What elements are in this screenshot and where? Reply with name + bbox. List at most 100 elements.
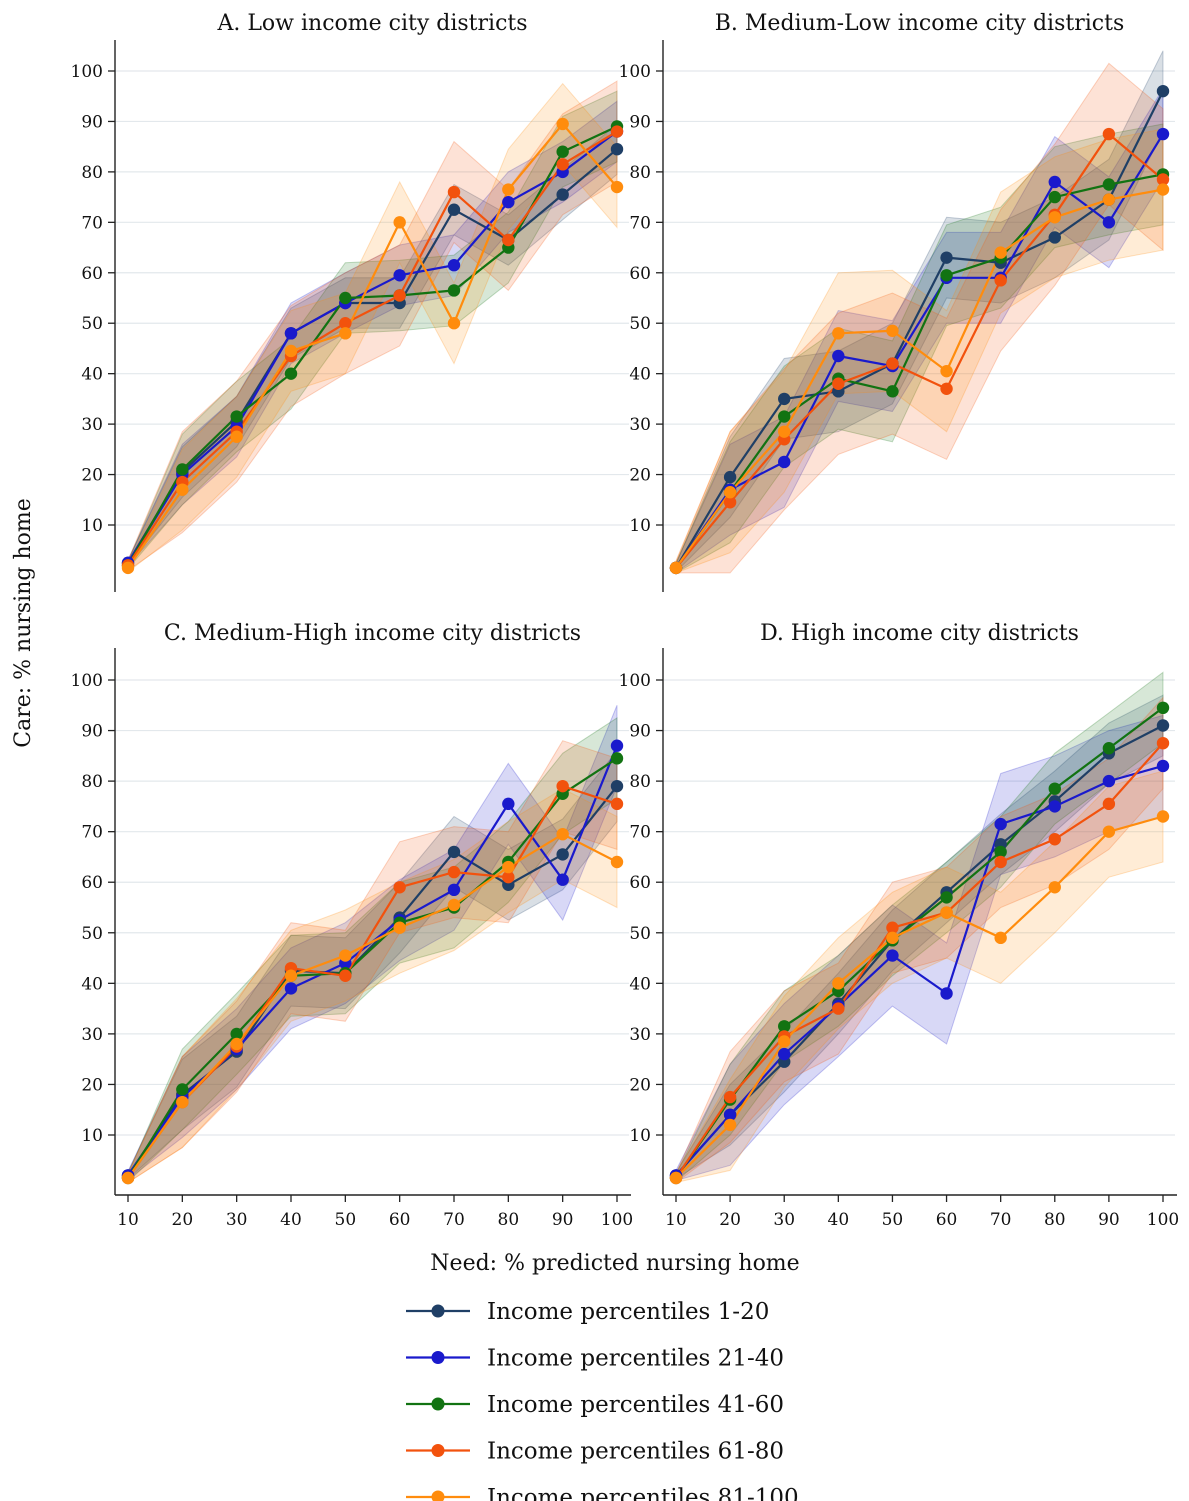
x-tick-label: 10 [665,1210,687,1230]
y-tick-label: 40 [629,974,651,994]
data-point [393,881,406,894]
y-tick-label: 70 [629,823,651,843]
ci-band [127,82,618,573]
series-line [127,130,618,567]
y-tick-label: 20 [81,466,103,486]
data-point [339,291,352,305]
legend: Income percentiles 1-20 Income percentile… [406,1299,799,1501]
data-point [610,125,624,138]
series-line [127,125,618,566]
y-tick-label: 40 [81,365,103,385]
x-tick-label: 40 [280,1210,302,1230]
series-line [675,815,1164,1179]
data-point [723,496,737,509]
x-tick-label: 60 [389,1210,411,1230]
data-point [339,969,352,982]
legend-marker [431,1304,445,1318]
data-point [778,1047,791,1061]
data-point [778,410,791,423]
data-point [778,425,791,438]
data-point [994,274,1007,287]
data-point [176,1083,189,1096]
y-tick-label: 100 [619,62,651,82]
data-point [778,1035,791,1048]
ci-band [127,788,618,1184]
ci-band [127,740,618,1184]
data-point [1156,127,1170,141]
series-line [675,133,1164,569]
panel-title: B. Medium-Low income city districts [715,11,1124,36]
data-point [1102,193,1116,206]
data-point [1156,183,1170,196]
data-point [1048,175,1061,189]
data-point [1102,797,1116,811]
y-tick-label: 70 [629,213,651,233]
data-point [778,455,791,469]
legend-item: Income percentiles 21-40 [406,1346,784,1372]
data-point [610,797,624,811]
y-tick-label: 100 [71,62,103,82]
series-line [675,188,1164,569]
data-point [940,251,953,264]
data-point [610,779,624,793]
data-point [556,873,569,886]
data-point [1048,782,1061,795]
y-tick-label: 80 [629,772,651,792]
y-tick-label: 10 [629,516,651,536]
data-point [556,848,569,861]
data-point [393,289,406,302]
series-line [675,173,1164,569]
y-tick-label: 40 [81,974,103,994]
data-point [1102,178,1116,191]
ci-band [127,122,618,567]
y-tick-label: 10 [81,516,103,536]
data-point [447,259,461,272]
data-point [1102,774,1116,788]
data-point [339,949,352,962]
data-point [1048,800,1061,813]
data-point [447,883,461,897]
y-tick-label: 30 [81,1025,103,1045]
legend-item: Income percentiles 81-100 [406,1485,799,1501]
legend-label: Income percentiles 1-20 [487,1299,769,1325]
y-tick-label: 90 [81,112,103,132]
y-tick-label: 90 [81,722,103,742]
data-point [121,561,135,575]
legend-marker [431,1397,445,1411]
data-point [284,982,298,995]
legend-item: Income percentiles 61-80 [406,1439,784,1465]
y-tick-label: 10 [81,1126,103,1146]
data-point [1156,719,1170,732]
panel-c: C. Medium-High income city districts 10 20… [71,621,634,1230]
y-tick-label: 80 [81,772,103,792]
ci-band [675,694,1164,1180]
ci-band [675,696,1164,1184]
data-point [284,344,298,358]
data-point [1102,825,1116,838]
y-tick-label: 20 [629,1075,651,1095]
series-line [675,724,1164,1177]
data-point [886,357,899,370]
x-tick-label: 50 [335,1210,357,1230]
data-point [669,561,683,575]
y-tick-label: 20 [81,1075,103,1095]
y-tick-label: 60 [81,264,103,284]
y-tick-label: 60 [629,873,651,893]
data-point [1048,211,1061,224]
x-tick-label: 90 [552,1210,574,1230]
data-point [832,1002,845,1015]
data-point [778,392,791,406]
ci-band [675,770,1164,1184]
data-point [556,145,569,158]
data-point [610,142,624,156]
data-point [886,931,899,945]
x-tick-label: 30 [226,1210,248,1230]
data-point [1102,216,1116,229]
data-point [284,367,298,380]
data-point [723,470,737,484]
data-point [1048,231,1061,244]
x-tick-label: 100 [1147,1210,1179,1230]
y-tick-label: 90 [629,722,651,742]
y-tick-label: 70 [81,213,103,233]
